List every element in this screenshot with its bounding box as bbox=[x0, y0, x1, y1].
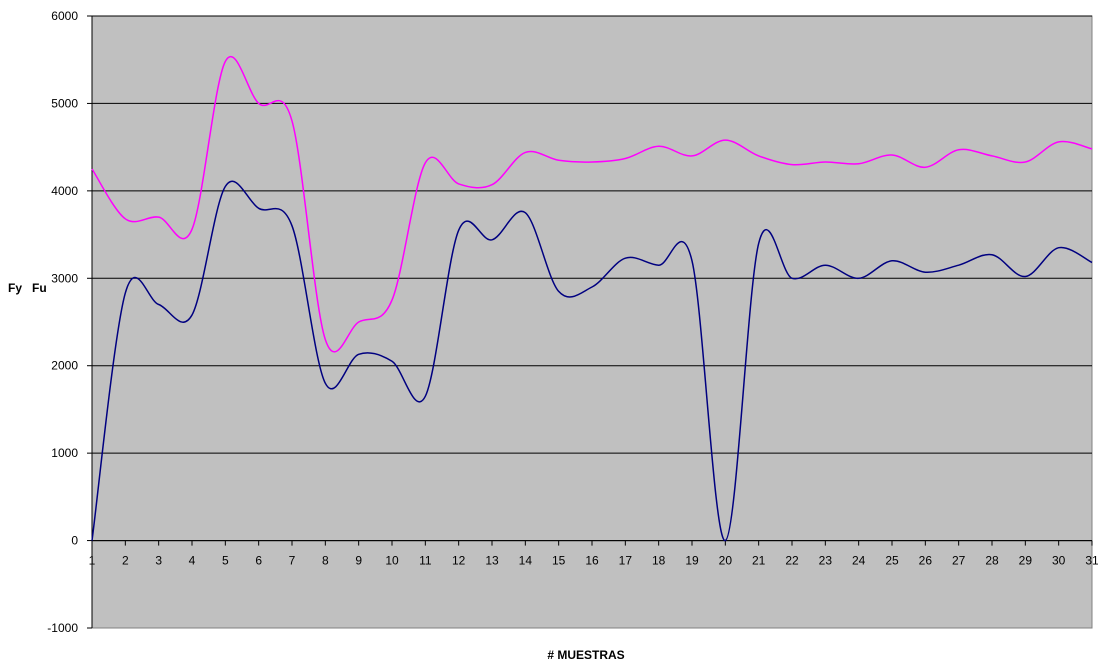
y-tick-label: 1000 bbox=[51, 446, 78, 460]
x-tick-label: 24 bbox=[852, 554, 866, 568]
x-tick-label: 25 bbox=[885, 554, 899, 568]
y-axis-title: Fy Fu bbox=[8, 281, 47, 295]
x-tick-label: 15 bbox=[552, 554, 566, 568]
x-tick-label: 31 bbox=[1085, 554, 1098, 568]
x-tick-label: 17 bbox=[619, 554, 633, 568]
x-tick-label: 5 bbox=[222, 554, 229, 568]
series-line-2 bbox=[91, 180, 1093, 542]
x-tick-label: 14 bbox=[519, 554, 533, 568]
y-tick-label: 2000 bbox=[51, 359, 78, 373]
x-axis: 1234567891011121314151617181920212223242… bbox=[89, 540, 1098, 568]
y-tick-label: 6000 bbox=[51, 9, 78, 23]
x-tick-label: 30 bbox=[1052, 554, 1066, 568]
x-tick-label: 9 bbox=[355, 554, 362, 568]
x-tick-label: 21 bbox=[752, 554, 766, 568]
plot-area bbox=[91, 15, 1093, 629]
y-tick-label: -1000 bbox=[47, 621, 78, 635]
x-tick-label: 20 bbox=[719, 554, 733, 568]
x-tick-label: 13 bbox=[485, 554, 499, 568]
y-tick-label: 0 bbox=[71, 534, 78, 548]
x-tick-label: 23 bbox=[819, 554, 833, 568]
x-tick-label: 16 bbox=[585, 554, 599, 568]
x-tick-label: 12 bbox=[452, 554, 466, 568]
y-tick-label: 3000 bbox=[51, 271, 78, 285]
x-tick-label: 6 bbox=[255, 554, 262, 568]
x-tick-label: 29 bbox=[1019, 554, 1033, 568]
x-tick-label: 27 bbox=[952, 554, 966, 568]
series-lines bbox=[91, 56, 1093, 542]
x-tick-label: 22 bbox=[785, 554, 799, 568]
series-line-1 bbox=[91, 56, 1093, 353]
x-tick-label: 26 bbox=[919, 554, 933, 568]
x-tick-label: 11 bbox=[419, 554, 432, 568]
x-tick-label: 19 bbox=[685, 554, 699, 568]
x-tick-label: 2 bbox=[122, 554, 129, 568]
y-tick-label: 5000 bbox=[51, 96, 78, 110]
y-tick-label: 4000 bbox=[51, 184, 78, 198]
x-tick-label: 8 bbox=[322, 554, 329, 568]
x-tick-label: 28 bbox=[985, 554, 999, 568]
x-tick-label: 10 bbox=[385, 554, 399, 568]
y-axis: -1000 0 1000 2000 3000 4000 5000 6000 bbox=[47, 9, 93, 635]
x-tick-label: 3 bbox=[155, 554, 162, 568]
x-tick-label: 18 bbox=[652, 554, 666, 568]
x-tick-label: 4 bbox=[189, 554, 196, 568]
x-tick-label: 7 bbox=[289, 554, 296, 568]
x-axis-title: # MUESTRAS bbox=[547, 648, 624, 662]
